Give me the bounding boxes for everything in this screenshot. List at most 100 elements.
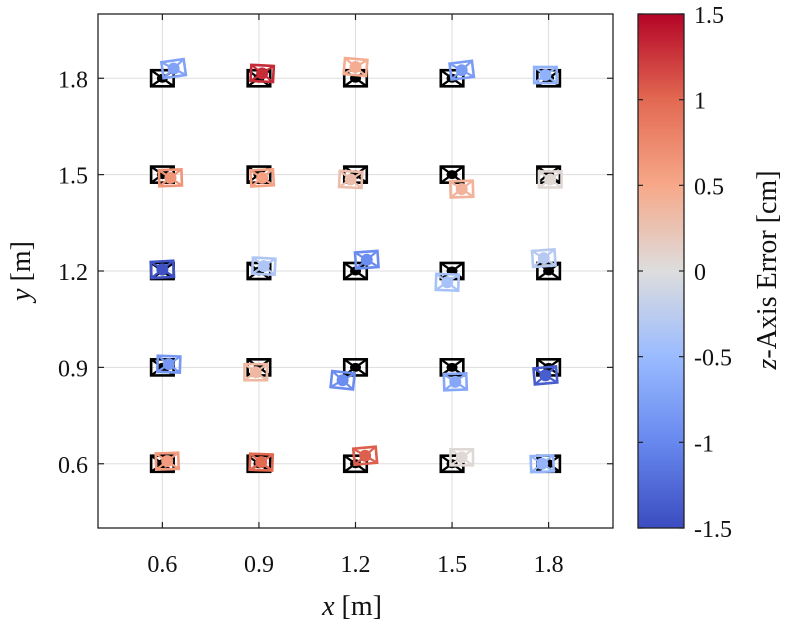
colorbar-tick-label: 0.5 — [694, 174, 724, 200]
colorbar-label: z-Axis Error [cm] — [752, 170, 783, 370]
estimate-marker — [250, 256, 277, 277]
x-tick-label: 1.2 — [341, 552, 371, 578]
reference-marker-frame — [246, 454, 272, 474]
y-tick-label: 1.5 — [58, 164, 88, 190]
estimate-center-dot — [544, 173, 557, 186]
marker-layer — [149, 56, 563, 474]
estimate-center-dot — [336, 374, 349, 387]
estimate-marker-frame — [342, 56, 369, 78]
y-tick-label: 0.6 — [58, 453, 88, 479]
estimate-marker — [353, 249, 380, 270]
reference-marker-frame — [536, 261, 562, 281]
estimate-marker — [248, 452, 275, 472]
estimate-center-dot — [249, 366, 262, 379]
estimate-center-dot — [537, 252, 550, 265]
y-axis-label: y [m] — [6, 241, 37, 304]
estimate-marker — [149, 259, 176, 280]
estimate-center-dot — [349, 61, 362, 74]
estimate-marker-frame — [448, 179, 475, 199]
colorbar-tick-label: 1.5 — [694, 3, 724, 29]
estimate-center-dot — [257, 260, 270, 273]
colorbar — [637, 13, 685, 529]
estimate-marker — [442, 372, 469, 392]
reference-marker-frame — [149, 454, 175, 474]
estimate-marker-frame — [351, 445, 379, 467]
estimate-center-dot — [539, 69, 552, 82]
estimate-marker-frame — [532, 65, 558, 85]
estimate-marker-frame — [248, 452, 275, 472]
estimate-marker-frame — [154, 451, 181, 471]
estimate-center-dot — [455, 64, 468, 77]
estimate-marker — [532, 364, 559, 386]
estimate-marker-frame — [249, 167, 276, 188]
estimate-marker-frame — [249, 63, 276, 84]
estimate-marker — [448, 179, 475, 199]
colorbar-tick-label: -1 — [694, 431, 714, 457]
estimate-center-dot — [360, 253, 373, 266]
estimate-marker — [337, 169, 364, 190]
estimate-marker-frame — [532, 364, 559, 386]
estimate-marker — [159, 57, 188, 80]
estimate-marker-frame — [243, 362, 269, 382]
estimate-center-dot — [539, 369, 552, 382]
estimate-marker — [157, 168, 184, 188]
estimate-marker-frame — [449, 447, 475, 467]
estimate-marker — [532, 65, 558, 85]
estimate-marker-frame — [529, 453, 556, 474]
colorbar-ticks: 1.5 1 0.5 0 -0.5 -1 -1.5 — [638, 3, 732, 543]
reference-center-dot — [350, 362, 361, 372]
estimate-center-dot — [156, 263, 169, 276]
x-tick-label: 0.9 — [244, 552, 274, 578]
x-tick-label: 1.5 — [437, 552, 467, 578]
estimate-marker — [434, 272, 461, 293]
estimate-marker — [243, 362, 269, 382]
estimate-marker-frame — [537, 170, 563, 189]
estimate-marker — [342, 56, 369, 78]
estimate-marker — [249, 167, 276, 188]
estimate-marker — [530, 247, 557, 269]
estimate-center-dot — [449, 375, 462, 388]
x-tick-label: 1.8 — [534, 552, 564, 578]
y-tick-label: 1.8 — [58, 67, 88, 93]
estimate-center-dot — [255, 456, 268, 469]
estimate-center-dot — [161, 455, 174, 468]
reference-center-dot — [446, 362, 458, 372]
reference-center-dot — [446, 170, 458, 180]
y-tick-label: 0.9 — [58, 356, 88, 382]
estimate-center-dot — [164, 171, 177, 184]
estimate-center-dot — [441, 276, 454, 289]
estimate-marker — [351, 445, 379, 467]
estimate-marker — [329, 369, 357, 391]
reference-center-dot — [543, 266, 555, 276]
reference-marker-frame — [439, 358, 465, 377]
estimate-marker — [249, 63, 276, 84]
reference-marker — [439, 358, 465, 377]
y-ticks: 0.6 0.9 1.2 1.5 1.8 — [58, 67, 613, 479]
estimate-marker-frame — [442, 372, 469, 392]
estimate-center-dot — [167, 62, 180, 75]
estimate-marker-frame — [530, 247, 557, 269]
y-tick-label: 1.2 — [58, 260, 88, 286]
estimate-center-dot — [344, 173, 357, 186]
estimate-marker-frame — [149, 259, 176, 280]
estimate-center-dot — [256, 67, 269, 80]
estimate-marker — [155, 354, 182, 374]
estimate-marker-frame — [337, 169, 364, 190]
colorbar-tick-label: 0 — [694, 260, 706, 286]
estimate-marker — [529, 453, 556, 474]
colorbar-tick-label: -0.5 — [694, 346, 732, 372]
estimate-center-dot — [455, 451, 468, 464]
estimate-marker-frame — [157, 168, 184, 188]
estimate-center-dot — [256, 171, 269, 184]
estimate-marker — [448, 59, 476, 82]
estimate-center-dot — [162, 358, 175, 371]
estimate-marker-frame — [155, 354, 182, 374]
estimate-marker — [154, 451, 181, 471]
estimate-marker — [449, 447, 475, 467]
colorbar-tick-label: 1 — [694, 89, 706, 115]
x-tick-label: 0.6 — [147, 552, 177, 578]
reference-marker-frame — [439, 454, 465, 474]
estimate-marker-frame — [250, 256, 277, 277]
estimate-marker-frame — [448, 59, 476, 82]
